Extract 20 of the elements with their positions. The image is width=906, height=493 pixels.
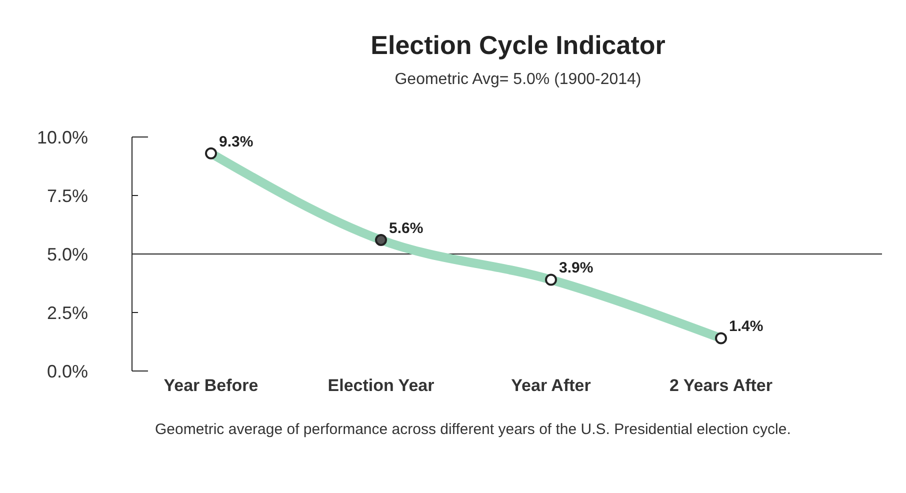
data-label: 5.6%: [389, 220, 424, 237]
y-tick-label: 0.0%: [46, 361, 88, 382]
text: Geometric average of performance across different years of the U.S. Presidential election cycle.: [155, 420, 792, 439]
data-label: 9.3%: [219, 133, 254, 150]
y-tick-label: 7.5%: [46, 186, 88, 206]
y-tick-label: 10.0%: [36, 127, 88, 148]
y-tick-label: 2.5%: [46, 302, 88, 323]
data-label: 3.9%: [559, 260, 594, 277]
y-tick-label: 5.0%: [46, 244, 88, 264]
x-tick-label: Year After: [511, 376, 592, 395]
data-label: 1.4%: [729, 318, 764, 336]
x-tick-label: Year Before: [164, 376, 258, 395]
chart-title: Election Cycle Indicator: [370, 30, 666, 60]
point: [205, 147, 217, 160]
chart-subtitle: Geometric Avg= 5.0% (1900-2014): [394, 71, 642, 88]
point: [715, 332, 727, 344]
x-tick-label: Election Year: [328, 376, 435, 395]
point: [545, 274, 557, 286]
point: [375, 234, 387, 246]
x-tick-label: 2 Years After: [669, 376, 773, 395]
